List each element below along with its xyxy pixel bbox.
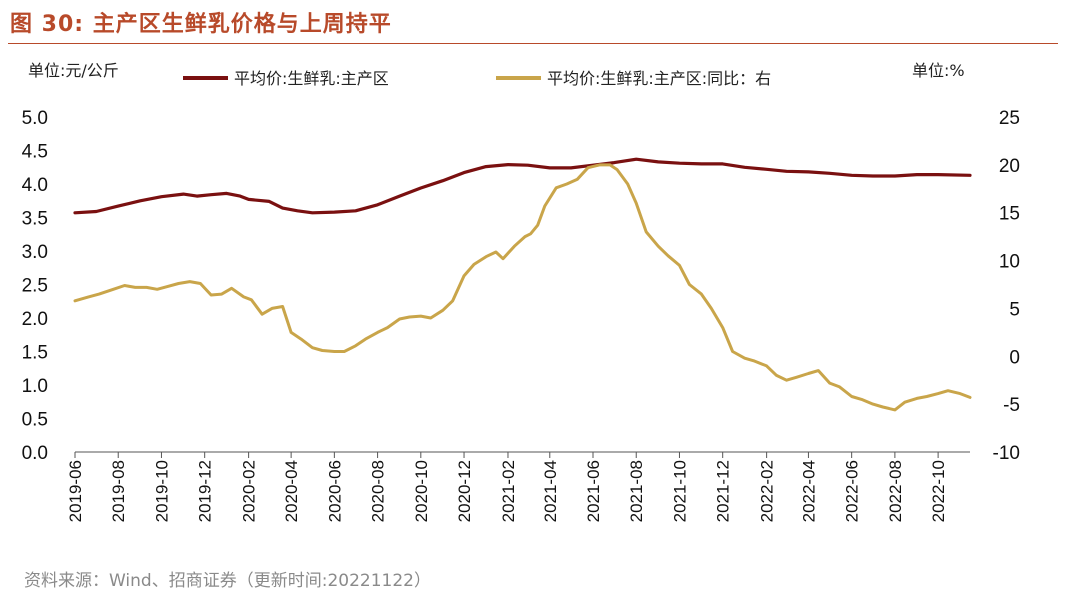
series-layer xyxy=(73,157,972,412)
x-tick-label: 2020-02 xyxy=(240,460,259,522)
series-line-yoy xyxy=(73,163,972,412)
x-tick-label: 2022-04 xyxy=(799,460,818,522)
legend: 平均价:生鲜乳:主产区 平均价:生鲜乳:主产区:同比：右 xyxy=(183,69,771,88)
left-y-tick-label: 4.5 xyxy=(22,142,48,163)
right-y-tick-label: 5 xyxy=(1009,299,1020,320)
x-tick-label: 2022-08 xyxy=(886,460,905,522)
x-tick-label: 2022-06 xyxy=(843,460,862,522)
left-y-tick-label: 0.0 xyxy=(22,443,48,464)
x-tick-label: 2021-08 xyxy=(627,460,646,522)
legend-label-yoy: 平均价:生鲜乳:主产区:同比：右 xyxy=(547,69,771,88)
left-y-tick-label: 2.5 xyxy=(22,276,48,297)
right-y-tick-label: -10 xyxy=(993,443,1020,464)
right-axis-unit: 单位:% xyxy=(912,61,965,80)
left-y-tick-label: 4.0 xyxy=(22,175,48,196)
left-y-tick-label: 1.0 xyxy=(22,376,48,397)
series-line-price xyxy=(73,157,972,215)
x-tick-label: 2022-02 xyxy=(758,460,777,522)
left-y-tick-label: 3.0 xyxy=(22,242,48,263)
left-y-tick-label: 0.5 xyxy=(22,410,48,431)
x-tick-label: 2019-06 xyxy=(66,460,85,522)
x-tick-label: 2021-02 xyxy=(499,460,518,522)
x-tick-label: 2021-12 xyxy=(714,460,733,522)
x-tick-label: 2021-04 xyxy=(541,460,560,522)
x-tick-label: 2020-06 xyxy=(325,460,344,522)
source-note: 资料来源：Wind、招商证券（更新时间:20221122） xyxy=(24,571,431,591)
right-y-tick-label: 25 xyxy=(999,108,1020,129)
x-tick-label: 2019-12 xyxy=(196,460,215,522)
x-tick-label: 2020-08 xyxy=(369,460,388,522)
figure-title: 图 30: 主产区生鲜乳价格与上周持平 xyxy=(10,12,392,37)
left-axis-unit: 单位:元/公斤 xyxy=(28,61,119,80)
right-y-tick-label: 15 xyxy=(999,204,1020,225)
x-tick-label: 2019-10 xyxy=(152,460,171,522)
x-tick-label: 2021-10 xyxy=(670,460,689,522)
x-tick-label: 2022-10 xyxy=(929,460,948,522)
axes: 0.0 0.5 1.0 1.5 2.0 2.5 3.0 3.5 4.0 4.5 5.0 -10 -5 0 5… xyxy=(22,108,1020,522)
left-y-tick-label: 1.5 xyxy=(22,343,48,364)
x-tick-label: 2020-04 xyxy=(282,460,301,522)
x-tick-label: 2019-08 xyxy=(109,460,128,522)
legend-label-price: 平均价:生鲜乳:主产区 xyxy=(234,69,389,88)
title-divider xyxy=(8,43,1058,44)
right-y-tick-label: 0 xyxy=(1009,347,1020,368)
x-tick-label: 2020-10 xyxy=(412,460,431,522)
x-tick-label: 2020-12 xyxy=(455,460,474,522)
left-y-tick-label: 3.5 xyxy=(22,209,48,230)
x-tick-label: 2021-06 xyxy=(584,460,603,522)
left-y-tick-label: 5.0 xyxy=(22,108,48,129)
left-y-tick-label: 2.0 xyxy=(22,309,48,330)
right-y-tick-label: -5 xyxy=(1003,395,1020,416)
right-y-tick-label: 20 xyxy=(999,156,1020,177)
right-y-tick-label: 10 xyxy=(999,252,1020,273)
